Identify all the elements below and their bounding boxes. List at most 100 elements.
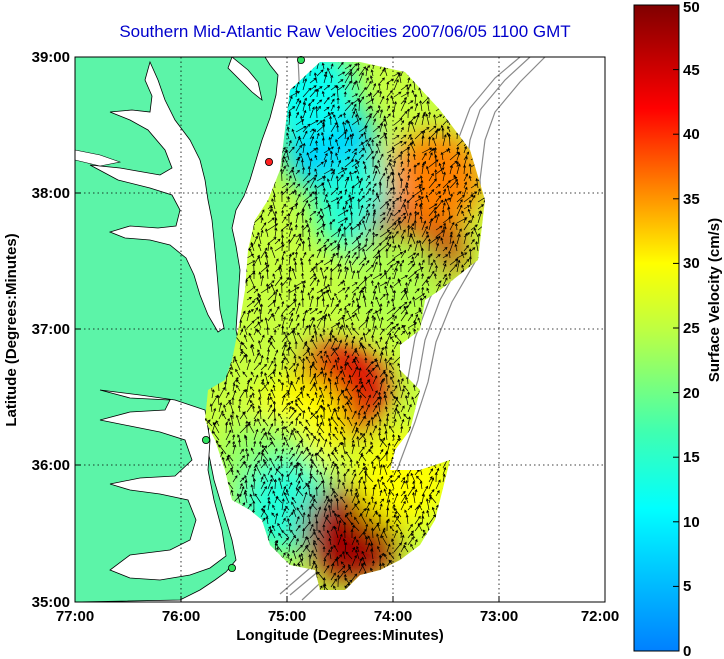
velocity-arrow (400, 110, 408, 119)
velocity-arrow (293, 427, 297, 434)
velocity-arrow (386, 202, 390, 210)
velocity-arrow (327, 313, 332, 322)
velocity-arrow (323, 146, 335, 154)
velocity-arrow (435, 128, 439, 140)
velocity-arrow (379, 489, 383, 497)
velocity-arrow (428, 125, 437, 133)
velocity-arrow (418, 307, 423, 315)
velocity-arrow (295, 362, 299, 371)
velocity-arrow (400, 215, 407, 224)
velocity-arrow (372, 125, 381, 133)
velocity-arrow (367, 369, 374, 378)
velocity-arrow (428, 178, 437, 189)
velocity-arrow (351, 429, 358, 441)
velocity-arrow (277, 522, 283, 532)
station-marker (296, 56, 305, 65)
velocity-arrow (379, 476, 384, 483)
velocity-arrow (346, 309, 353, 322)
velocity-arrow (299, 152, 304, 161)
velocity-arrow (467, 208, 472, 217)
velocity-arrow (279, 371, 283, 378)
velocity-arrow (421, 485, 428, 497)
velocity-arrow (336, 200, 340, 210)
velocity-arrow (251, 392, 255, 399)
velocity-arrow (477, 232, 481, 245)
velocity-arrow (330, 396, 334, 406)
velocity-arrow (288, 227, 293, 238)
velocity-arrow (434, 264, 438, 273)
velocity-arrow (359, 342, 367, 350)
velocity-arrow (442, 473, 446, 483)
velocity-arrow (316, 537, 325, 546)
velocity-arrow (267, 423, 274, 434)
velocity-arrow (218, 402, 223, 413)
velocity-arrow (257, 349, 262, 357)
velocity-arrow (344, 362, 348, 371)
velocity-arrow (383, 391, 388, 399)
velocity-arrow (308, 216, 312, 224)
velocity-arrow (397, 244, 402, 252)
velocity-arrow (412, 480, 416, 490)
velocity-arrow (267, 404, 273, 413)
velocity-arrow (344, 177, 349, 189)
velocity-arrow (414, 538, 418, 546)
velocity-arrow (440, 237, 444, 245)
velocity-arrow (393, 385, 398, 392)
velocity-arrow (407, 403, 412, 413)
velocity-arrow (242, 371, 248, 378)
velocity-arrow (321, 90, 325, 98)
velocity-arrow (286, 517, 290, 525)
velocity-arrow (281, 517, 286, 525)
velocity-arrow (249, 386, 255, 392)
velocity-arrow (336, 124, 340, 133)
velocity-arrow (295, 516, 300, 525)
velocity-arrow (349, 511, 353, 518)
velocity-arrow (337, 114, 343, 119)
velocity-arrow (363, 469, 367, 483)
velocity-arrow (477, 195, 485, 203)
velocity-arrow (267, 467, 272, 476)
velocity-arrow (470, 214, 475, 224)
velocity-arrow (393, 209, 401, 217)
velocity-arrow (305, 427, 311, 434)
velocity-arrow (336, 574, 340, 588)
velocity-arrow (407, 313, 414, 322)
velocity-arrow (341, 324, 346, 336)
velocity-arrow (358, 508, 367, 518)
velocity-arrow (334, 426, 339, 434)
velocity-arrow (274, 427, 279, 434)
velocity-arrow (344, 396, 353, 406)
velocity-arrow (456, 161, 460, 168)
velocity-arrow (323, 552, 330, 560)
velocity-arrow (322, 523, 326, 532)
velocity-arrow (414, 239, 419, 252)
velocity-arrow (344, 350, 348, 357)
velocity-arrow (302, 491, 308, 504)
velocity-arrow (414, 501, 423, 511)
velocity-arrow (235, 414, 241, 427)
velocity-arrow (281, 146, 286, 154)
velocity-arrow (223, 404, 227, 413)
velocity-arrow (254, 493, 262, 504)
velocity-arrow (378, 182, 382, 196)
velocity-arrow (323, 350, 327, 357)
velocity-arrow (316, 105, 321, 112)
velocity-arrow (212, 430, 220, 441)
velocity-arrow (287, 288, 291, 301)
velocity-arrow (330, 347, 338, 357)
velocity-arrow (330, 74, 334, 84)
velocity-arrow (386, 175, 390, 189)
velocity-arrow (397, 410, 402, 420)
velocity-arrow (335, 85, 339, 98)
velocity-arrow (292, 549, 297, 560)
velocity-arrow (278, 292, 283, 301)
velocity-arrow (283, 492, 290, 504)
velocity-arrow (288, 382, 293, 392)
velocity-arrow (354, 503, 360, 511)
velocity-arrow (311, 363, 318, 371)
velocity-arrow (302, 172, 311, 182)
velocity-arrow (379, 527, 386, 539)
x-tick-label: 76:00 (162, 608, 200, 625)
velocity-arrow (433, 210, 437, 217)
velocity-arrow (449, 221, 455, 231)
